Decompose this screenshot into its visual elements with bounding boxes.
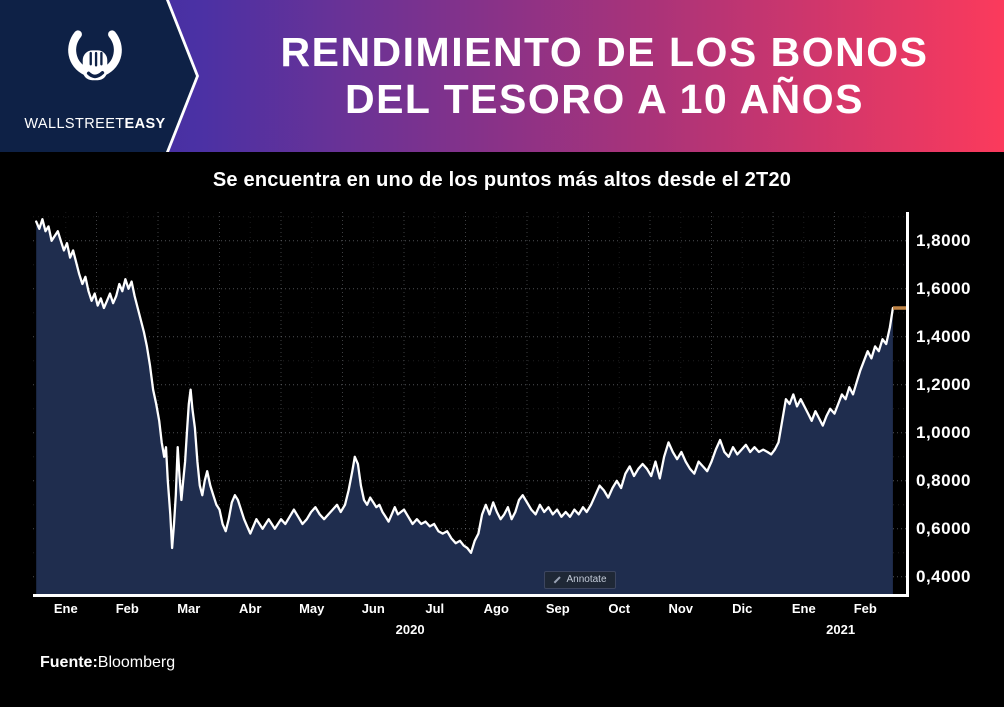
x-axis-month-label: Nov [668,601,694,616]
x-axis-month-label: Feb [115,601,139,616]
y-axis-tick-label: 1,6000 [916,278,971,298]
subtitle-strip: Se encuentra en uno de los puntos más al… [0,152,1004,208]
x-axis-year-label: 2021 [826,622,856,637]
source-label: Fuente: [40,654,98,671]
chart-right-border [906,212,909,597]
y-axis-tick-label: 1,2000 [916,374,971,394]
brand-wordmark-bold: EASY [124,116,166,132]
brand-wordmark: WALLSTREETEASY [0,116,190,132]
source-line: Fuente:Bloomberg [40,654,175,672]
x-axis-month-label: Feb [853,601,877,616]
bull-fist-icon [68,30,122,81]
page-title-line2: DEL TESORO A 10 AÑOS [344,76,865,122]
x-axis-month-label: Mar [177,601,201,616]
brand-logo: WALLSTREETEASY [0,0,190,152]
annotate-button[interactable]: Annotate [544,571,616,589]
y-axis-tick-label: 0,4000 [916,566,971,586]
chart-subtitle: Se encuentra en uno de los puntos más al… [212,168,792,191]
page-title-line1: RENDIMIENTO DE LOS BONOS [280,29,929,75]
annotate-button-label: Annotate [566,574,607,585]
chart-plot-area [33,212,906,594]
source-value: Bloomberg [97,654,176,671]
x-axis-month-label: Jul [425,601,445,616]
x-axis-month-label: Ene [791,601,816,616]
x-axis-year-label: 2020 [395,622,425,637]
y-axis-tick-label: 1,8000 [916,230,971,250]
chart-bottom-border [33,594,909,597]
x-axis-month-label: Oct [608,601,631,616]
y-axis-tick-label: 1,4000 [916,326,971,346]
brand-wordmark-regular: WALLSTREET [24,116,125,132]
pencil-icon [554,576,561,584]
page-title: RENDIMIENTO DE LOS BONOS DEL TESORO A 10… [205,0,1004,152]
y-axis-tick-label: 0,8000 [916,470,971,490]
x-axis-month-label: Ene [53,601,78,616]
x-axis-month-label: Sep [545,601,570,616]
x-axis-month-label: May [299,601,325,616]
x-axis-month-label: Abr [239,601,262,616]
x-axis-month-label: Dic [732,601,753,616]
y-axis-tick-label: 1,0000 [916,422,971,442]
x-axis-month-label: Jun [361,601,385,616]
x-axis-month-label: Ago [483,601,509,616]
y-axis-tick-label: 0,6000 [916,518,971,538]
yield-line-chart [33,212,906,594]
